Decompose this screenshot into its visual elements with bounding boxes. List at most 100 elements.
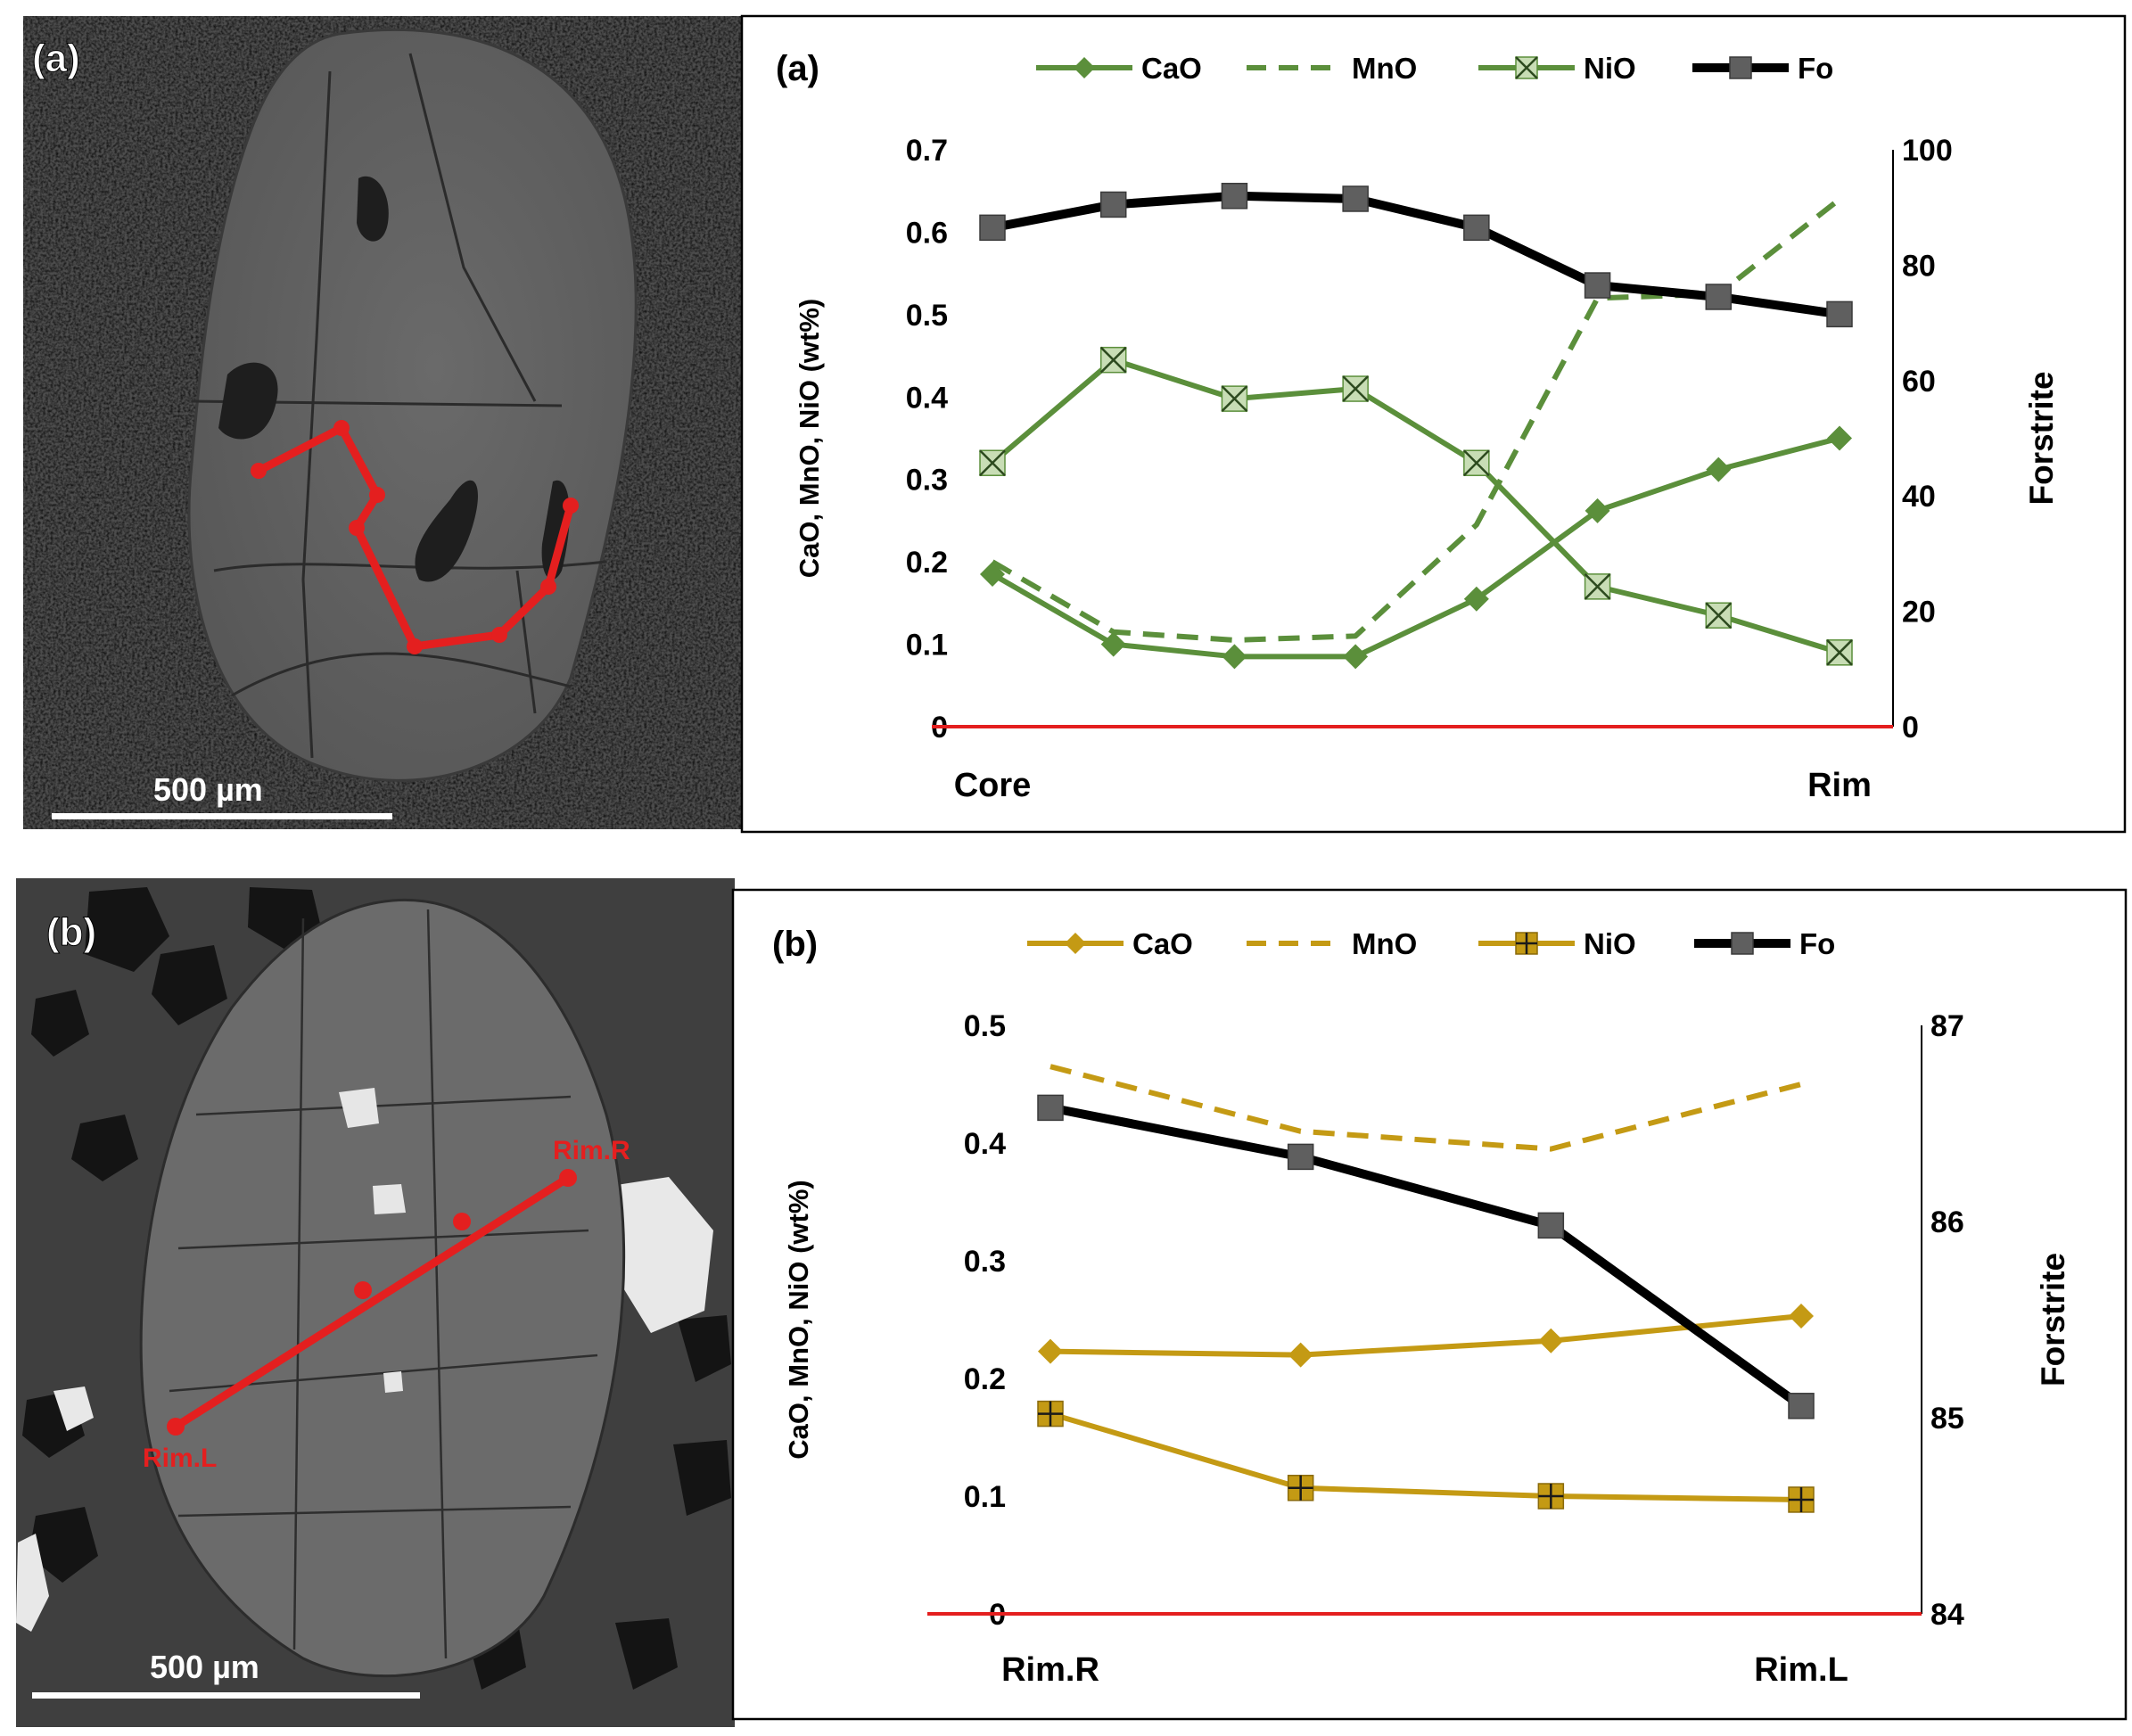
chart-b-ylabel: CaO, MnO, NiO (wt%) bbox=[783, 1180, 814, 1459]
data-point-cao bbox=[1038, 1338, 1063, 1364]
data-point-nio bbox=[1537, 1483, 1565, 1510]
legend-label-mno: MnO bbox=[1352, 52, 1417, 85]
data-point-fo bbox=[1287, 1143, 1314, 1171]
data-point-fo bbox=[1584, 272, 1611, 299]
data-point-fo bbox=[1537, 1212, 1565, 1239]
y2-tick-label: 0 bbox=[1902, 711, 1919, 745]
series-cao bbox=[980, 425, 1852, 670]
y-tick-label: 0.5 bbox=[906, 299, 948, 333]
data-point-nio bbox=[1099, 346, 1127, 374]
micrograph-a-scale-label: 500 µm bbox=[153, 771, 263, 808]
y2-tick-label: 80 bbox=[1902, 249, 1936, 283]
y2-tick-label: 60 bbox=[1902, 365, 1936, 399]
series-line-fo bbox=[992, 191, 1840, 319]
data-point-cao bbox=[1706, 457, 1732, 482]
micrograph-b-bright-crystals bbox=[16, 1177, 713, 1632]
series-cao bbox=[1038, 1304, 1814, 1368]
data-point-nio bbox=[1342, 375, 1370, 402]
micrograph-b-dark-crystals bbox=[22, 887, 731, 1690]
data-point-fo bbox=[979, 214, 1006, 242]
chart-a-x-label-end: Rim bbox=[1807, 767, 1872, 804]
data-point-fo bbox=[1342, 185, 1369, 212]
micrograph-a-label: (a) bbox=[32, 37, 80, 80]
chart-b-right-ticks: 84 85 86 87 bbox=[1930, 1009, 1964, 1632]
micrograph-b-scale-bar bbox=[32, 1692, 420, 1699]
data-point-nio-plus bbox=[1038, 1401, 1063, 1427]
y-tick-label: 0.4 bbox=[906, 381, 948, 415]
chart-b-x-label-end: Rim.L bbox=[1754, 1651, 1848, 1689]
chart-a-x-label-start: Core bbox=[954, 767, 1032, 804]
series-nio bbox=[979, 346, 1853, 666]
series-line-fo bbox=[1050, 1103, 1804, 1410]
data-point-cao bbox=[1789, 1304, 1814, 1329]
data-point-nio-cross bbox=[1221, 385, 1248, 413]
legend-item-nio: NiO bbox=[1478, 927, 1636, 960]
data-point-cao bbox=[1222, 644, 1247, 670]
series-line-nio bbox=[991, 357, 1840, 655]
micrograph-b: Rim.R Rim.L (b) 500 µm bbox=[16, 878, 735, 1727]
legend-item-cao: CaO bbox=[1027, 927, 1193, 960]
profile-path-b bbox=[173, 1174, 571, 1430]
legend-marker-nio bbox=[1515, 56, 1538, 79]
chart-a: (a) CaO MnO NiO Fo 0 0.1 0.2 0.3 0.4 0.5 0.6 0.7 0 20 4… bbox=[776, 49, 2060, 804]
data-point-fo bbox=[1463, 214, 1490, 242]
series-line-mno bbox=[1050, 1064, 1802, 1152]
profile-start-label: Rim.R bbox=[553, 1136, 630, 1165]
legend-marker-fo bbox=[1731, 932, 1754, 955]
data-point-nio bbox=[1287, 1475, 1314, 1502]
series-line-cao bbox=[991, 435, 1840, 660]
data-point-nio-cross bbox=[1342, 375, 1370, 402]
y2-tick-label: 85 bbox=[1930, 1402, 1964, 1436]
y-tick-label: 0.4 bbox=[964, 1127, 1006, 1161]
legend-marker-nio bbox=[1515, 932, 1538, 955]
chart-b-frame bbox=[731, 888, 2128, 1721]
data-point-nio bbox=[1788, 1486, 1815, 1513]
series-mno bbox=[1050, 1064, 1802, 1152]
y-tick-label: 0.5 bbox=[964, 1009, 1006, 1043]
series-nio bbox=[1037, 1400, 1815, 1513]
y-tick-label: 0.2 bbox=[906, 546, 948, 580]
legend-marker-fo bbox=[1729, 56, 1752, 79]
y2-tick-label: 20 bbox=[1902, 596, 1936, 629]
grain-b-inclusions bbox=[339, 1088, 406, 1393]
data-point-nio-cross bbox=[1099, 346, 1127, 374]
chart-b-legend: CaO MnO NiO Fo bbox=[1027, 927, 1835, 960]
y-tick-label: 0.6 bbox=[906, 216, 948, 250]
legend-item-fo: Fo bbox=[1692, 52, 1833, 85]
micrograph-b-label: (b) bbox=[46, 910, 96, 954]
data-point-nio bbox=[1037, 1400, 1064, 1427]
data-point-nio bbox=[1462, 449, 1490, 477]
y-tick-label: 0.3 bbox=[906, 464, 948, 498]
legend-marker-cao bbox=[1065, 933, 1086, 954]
data-point-nio bbox=[1584, 572, 1611, 600]
y-tick-label: 0.2 bbox=[964, 1362, 1006, 1396]
olivine-grain-b bbox=[139, 898, 626, 1678]
chart-a-frame bbox=[740, 14, 2127, 834]
legend-label-cao: CaO bbox=[1132, 927, 1193, 960]
data-point-nio-cross bbox=[1705, 602, 1733, 629]
profile-end-label: Rim.L bbox=[143, 1444, 217, 1473]
chart-b-y2label: Forstrite bbox=[2035, 1253, 2071, 1386]
profile-points-b bbox=[167, 1169, 577, 1436]
data-point-cao bbox=[1288, 1342, 1313, 1368]
data-point-nio-plus bbox=[1538, 1484, 1564, 1509]
y-tick-label: 0.1 bbox=[964, 1480, 1006, 1514]
series-fo bbox=[979, 183, 1853, 328]
y2-tick-label: 100 bbox=[1902, 134, 1953, 168]
data-point-cao bbox=[1538, 1328, 1564, 1353]
y2-tick-label: 87 bbox=[1930, 1009, 1964, 1043]
y2-tick-label: 86 bbox=[1930, 1205, 1964, 1239]
micrograph-b-scale-label: 500 µm bbox=[150, 1649, 259, 1685]
y-tick-label: 0.7 bbox=[906, 134, 948, 168]
y2-tick-label: 84 bbox=[1930, 1598, 1964, 1632]
chart-b-x-label-start: Rim.R bbox=[1001, 1651, 1099, 1689]
chart-a-ylabel: CaO, MnO, NiO (wt%) bbox=[794, 299, 825, 578]
series-fo bbox=[1037, 1094, 1815, 1419]
profile-path-a bbox=[256, 424, 575, 651]
data-point-fo bbox=[1037, 1094, 1064, 1122]
grain-a-inclusions bbox=[218, 176, 570, 582]
data-point-cao bbox=[1100, 631, 1126, 657]
legend-label-mno: MnO bbox=[1352, 927, 1417, 960]
